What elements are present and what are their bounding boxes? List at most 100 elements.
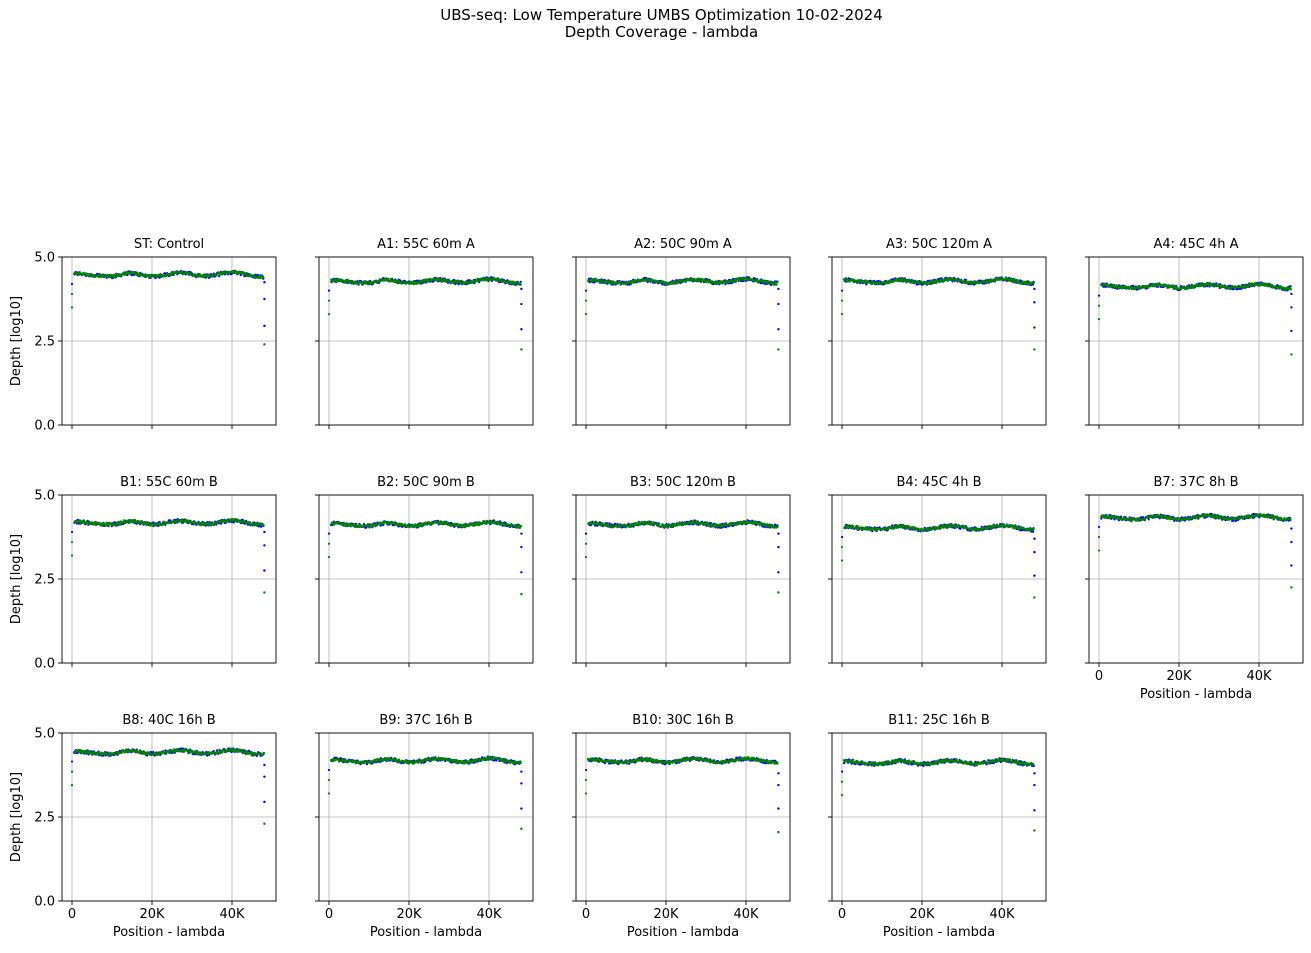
y-tick-label: 5.0 <box>34 251 55 266</box>
subplot-title: B2: 50C 90m B <box>377 475 475 490</box>
point-series-a-tail <box>1033 574 1036 577</box>
point-series-a-tail <box>1033 301 1036 304</box>
point-series-b <box>840 545 844 549</box>
point-series-a <box>1241 283 1244 287</box>
point-series-b <box>262 276 265 279</box>
subplot-title: B3: 50C 120m B <box>630 475 736 490</box>
point-series-b <box>1097 318 1101 321</box>
point-series-b <box>1173 285 1176 288</box>
y-tick-label: 2.5 <box>34 335 55 350</box>
point-series-a <box>70 530 74 534</box>
point-series-a <box>70 282 74 285</box>
point-series-b <box>846 277 849 281</box>
point-series-a <box>131 274 134 277</box>
point-series-b <box>1028 280 1031 284</box>
point-series-b <box>439 277 443 281</box>
point-series-a <box>209 273 212 276</box>
subplot-8: B3: 50C 120m B <box>572 475 791 667</box>
subplot-title: ST: Control <box>134 237 204 252</box>
point-series-b <box>365 280 368 283</box>
point-series-a <box>327 532 331 535</box>
point-series-b <box>70 292 74 296</box>
point-series-b <box>1016 279 1019 282</box>
point-series-b <box>725 279 728 283</box>
point-series-b <box>701 277 704 281</box>
point-series-b <box>878 280 881 284</box>
y-axis-label: Depth [log10] <box>9 296 24 386</box>
point-series-a <box>840 535 844 539</box>
point-series-b <box>441 280 445 283</box>
point-series-a <box>218 275 221 278</box>
point-series-b <box>985 281 989 284</box>
point-series-b <box>327 313 331 316</box>
point-series-a <box>506 279 509 282</box>
point-series-a-tail <box>520 545 523 549</box>
point-series-b <box>1097 304 1101 307</box>
point-series-a-tail <box>520 532 523 535</box>
point-series-b-tail <box>520 348 523 351</box>
point-series-b <box>840 313 844 316</box>
point-series-b <box>903 278 907 281</box>
point-series-a <box>927 279 930 282</box>
point-series-b <box>1179 288 1183 291</box>
point-series-b <box>591 280 594 283</box>
point-series-b <box>599 278 602 282</box>
subplot-title: A3: 50C 120m A <box>886 237 992 252</box>
point-series-a-tail <box>520 328 523 331</box>
point-series-b <box>584 542 588 545</box>
point-series-b <box>896 278 899 281</box>
point-series-a-tail <box>263 281 266 284</box>
subplot-5: A4: 45C 4h A <box>1085 237 1304 429</box>
point-series-b <box>1186 287 1189 290</box>
point-series-a-tail <box>777 328 780 331</box>
point-series-b <box>724 281 727 285</box>
point-series-a <box>519 280 522 283</box>
point-series-b <box>443 278 446 281</box>
subplot-title: A4: 45C 4h A <box>1154 237 1239 252</box>
point-series-b <box>1114 286 1117 289</box>
point-series-b <box>1189 286 1192 290</box>
point-series-a-tail <box>263 544 266 547</box>
point-series-b <box>584 299 588 302</box>
point-series-b <box>918 282 921 286</box>
point-series-a <box>327 289 331 292</box>
point-series-b-tail <box>1290 353 1293 356</box>
subplot-1: 0.0 2.5 5.0 Depth [log10] ST: Control <box>9 237 277 434</box>
point-series-a <box>840 289 844 292</box>
point-series-b <box>257 276 260 279</box>
subplot-title: A1: 55C 60m A <box>377 237 475 252</box>
point-series-b <box>258 274 261 277</box>
point-series-b <box>327 542 331 545</box>
point-series-b <box>584 556 588 559</box>
point-series-b <box>840 299 844 302</box>
point-series-b <box>1008 277 1011 280</box>
point-series-b <box>1151 282 1154 286</box>
point-series-b <box>234 270 238 273</box>
point-series-b-tail <box>1033 348 1036 351</box>
point-series-b <box>658 522 661 526</box>
point-series-b <box>349 279 352 283</box>
point-series-b <box>1129 285 1133 288</box>
y-tick-label: 0.0 <box>34 419 55 434</box>
point-series-b <box>721 525 724 528</box>
point-series-b <box>350 282 353 285</box>
point-series-b <box>519 524 522 528</box>
point-series-a <box>584 289 588 292</box>
point-series-b <box>149 275 152 278</box>
point-series-b <box>473 281 477 284</box>
point-series-a-tail <box>520 571 523 574</box>
point-series-b <box>1021 280 1024 283</box>
point-series-b <box>327 556 331 559</box>
point-series-b <box>888 279 891 282</box>
point-series-a-tail <box>263 530 266 534</box>
point-series-b <box>840 559 844 562</box>
subplot-title: B4: 45C 4h B <box>896 475 981 490</box>
point-series-b <box>852 278 856 281</box>
point-series-a-tail <box>777 532 780 535</box>
point-series-b <box>679 279 683 282</box>
point-series-b <box>776 280 779 284</box>
point-series-a-tail <box>777 302 780 306</box>
